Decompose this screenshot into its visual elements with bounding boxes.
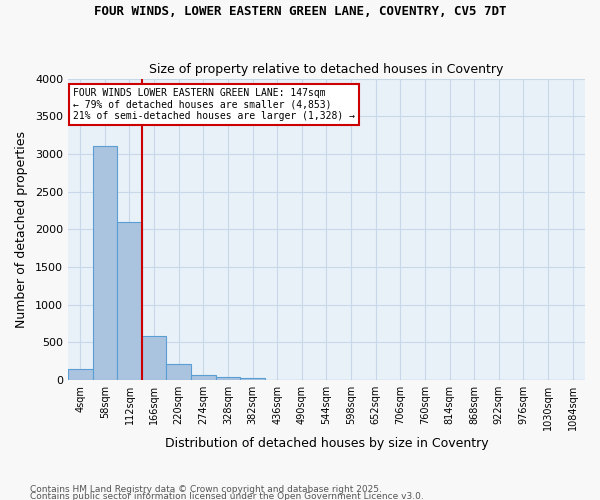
Text: Contains public sector information licensed under the Open Government Licence v3: Contains public sector information licen… [30,492,424,500]
Bar [215,377,240,380]
Bar [142,336,166,380]
Text: FOUR WINDS, LOWER EASTERN GREEN LANE, COVENTRY, CV5 7DT: FOUR WINDS, LOWER EASTERN GREEN LANE, CO… [94,5,506,18]
Text: FOUR WINDS LOWER EASTERN GREEN LANE: 147sqm
← 79% of detached houses are smaller: FOUR WINDS LOWER EASTERN GREEN LANE: 147… [73,88,355,121]
Bar [92,146,117,380]
Bar [191,374,215,380]
Bar [166,364,191,380]
Bar [240,378,265,380]
Bar [117,222,142,380]
Text: Contains HM Land Registry data © Crown copyright and database right 2025.: Contains HM Land Registry data © Crown c… [30,486,382,494]
Bar [68,368,92,380]
Title: Size of property relative to detached houses in Coventry: Size of property relative to detached ho… [149,63,503,76]
Y-axis label: Number of detached properties: Number of detached properties [15,130,28,328]
X-axis label: Distribution of detached houses by size in Coventry: Distribution of detached houses by size … [164,437,488,450]
